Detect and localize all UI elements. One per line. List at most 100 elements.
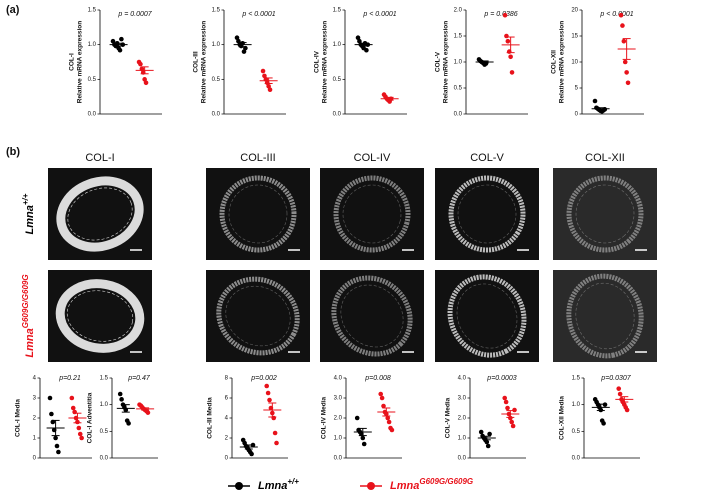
micrograph xyxy=(435,168,539,260)
y-tick-label: 1.0 xyxy=(572,402,581,408)
p-value: p < 0.0001 xyxy=(362,11,396,18)
p-value: p=0.008 xyxy=(364,375,391,382)
micrograph xyxy=(320,168,424,260)
p-value: p = 0.0007 xyxy=(117,11,152,18)
data-point xyxy=(364,47,369,53)
data-point xyxy=(266,83,271,89)
y-tick-label: 1.5 xyxy=(454,34,463,40)
vessel-wall xyxy=(447,274,527,358)
y-axis-label: COL-V Media xyxy=(445,397,452,438)
panel-label: (b) xyxy=(6,146,20,158)
vessel-wall xyxy=(566,175,644,253)
lumen-border xyxy=(340,284,404,348)
p-value: p=0.002 xyxy=(250,375,277,382)
column-header: COL-XII xyxy=(585,152,625,164)
error-bar xyxy=(480,60,489,64)
y-tick-label: 4 xyxy=(225,416,229,422)
data-point xyxy=(56,449,61,455)
y-tick-label: 0.0 xyxy=(333,112,342,118)
data-point xyxy=(502,12,508,18)
error-bar xyxy=(238,42,247,48)
y-tick-label: 2 xyxy=(33,416,37,422)
y-tick-label: 0.0 xyxy=(100,456,109,462)
y-tick-label: 1.0 xyxy=(454,60,463,66)
lumen-border xyxy=(342,184,402,244)
p-value: p=0.47 xyxy=(127,375,151,382)
legend-label-superscript: +/+ xyxy=(287,477,299,486)
error-bar xyxy=(506,410,515,418)
vessel-wall xyxy=(219,175,297,253)
data-point xyxy=(265,390,271,396)
y-tick-label: 0 xyxy=(575,112,579,118)
row-label-superscript: G609G/G609G xyxy=(21,274,30,328)
data-point xyxy=(260,68,266,74)
vessel-wall xyxy=(448,175,526,253)
lumen-border xyxy=(228,184,288,244)
data-point xyxy=(618,12,624,18)
data-point xyxy=(249,451,254,457)
data-point xyxy=(117,47,123,53)
vessel-wall xyxy=(333,175,411,253)
y-tick-label: 1.5 xyxy=(333,8,342,14)
data-point xyxy=(622,59,628,65)
error-bar xyxy=(622,38,631,60)
legend-label: LmnaG609G/G609G xyxy=(390,477,473,492)
y-tick-label: 1.0 xyxy=(333,42,342,48)
data-point xyxy=(76,425,82,431)
micrograph xyxy=(553,270,657,362)
error-bar xyxy=(596,107,605,111)
p-value: p < 0.0001 xyxy=(241,11,275,18)
data-point xyxy=(361,441,367,447)
micrograph xyxy=(435,270,539,362)
legend-label-name: Lmna xyxy=(390,480,419,492)
y-tick-label: 1.0 xyxy=(334,436,343,442)
y-tick-label: 1.0 xyxy=(212,42,221,48)
y-tick-label: 3.0 xyxy=(334,396,343,402)
data-point xyxy=(250,442,256,448)
y-tick-label: 15 xyxy=(571,34,578,40)
data-point xyxy=(264,383,270,389)
y-tick-label: 1.0 xyxy=(88,42,97,48)
y-axis-label: COL-XII Media xyxy=(559,396,566,440)
lumen-border xyxy=(575,184,635,244)
data-point xyxy=(70,405,76,411)
data-point xyxy=(379,395,385,401)
data-point xyxy=(503,399,509,405)
vessel-wall xyxy=(216,276,300,356)
data-point xyxy=(512,407,517,413)
error-bar xyxy=(73,412,82,424)
legend-swatch xyxy=(235,482,243,490)
data-point xyxy=(601,421,606,426)
y-tick-label: 3.0 xyxy=(458,396,467,402)
y-tick-label: 0.5 xyxy=(88,77,97,83)
error-bar xyxy=(359,42,368,47)
p-value: p = 0.0386 xyxy=(483,11,517,18)
data-point xyxy=(505,38,511,44)
micrograph-background xyxy=(320,270,424,362)
legend-label: Lmna+/+ xyxy=(258,477,299,492)
micrograph xyxy=(206,270,310,362)
data-point xyxy=(77,431,83,437)
data-point xyxy=(262,73,267,79)
y-axis-label: COL-III xyxy=(193,51,200,72)
y-axis-label: Relative mRNA expression xyxy=(443,21,450,104)
error-bar xyxy=(244,444,253,450)
data-point xyxy=(509,419,515,425)
data-point xyxy=(509,70,515,75)
data-point xyxy=(504,33,509,39)
data-point xyxy=(485,443,491,449)
y-tick-label: 0.5 xyxy=(100,429,109,435)
y-axis-label: COL-III Media xyxy=(207,397,214,439)
data-point xyxy=(602,402,608,407)
data-point xyxy=(505,405,510,411)
lumen-border xyxy=(66,290,134,342)
data-point xyxy=(49,411,54,417)
data-point xyxy=(143,80,149,86)
data-point xyxy=(54,443,60,449)
y-tick-label: 0.5 xyxy=(572,429,581,435)
data-point xyxy=(617,391,623,397)
row-label: LmnaG609G/G609G xyxy=(21,274,36,357)
error-bar xyxy=(596,403,605,412)
data-point xyxy=(47,395,53,401)
